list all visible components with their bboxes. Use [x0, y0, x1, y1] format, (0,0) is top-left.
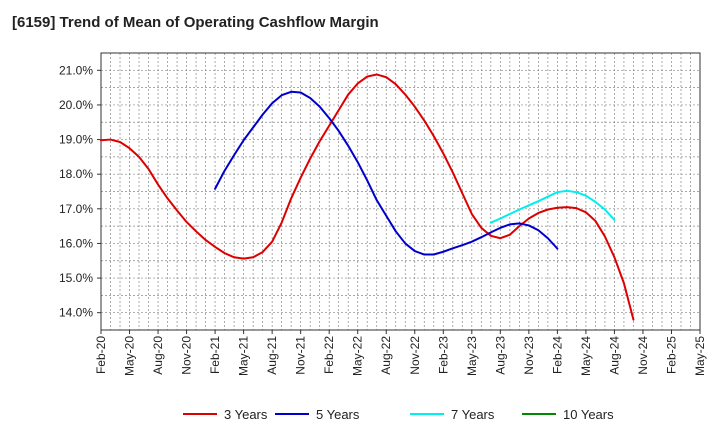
x-tick-label: May-22	[351, 336, 365, 376]
legend-label-7-years: 7 Years	[451, 407, 495, 422]
x-tick-label: Nov-22	[408, 336, 422, 375]
y-tick-label: 20.0%	[59, 98, 93, 112]
y-tick-label: 14.0%	[59, 306, 93, 320]
legend-label-10-years: 10 Years	[563, 407, 614, 422]
x-tick-label: Feb-22	[322, 336, 336, 374]
x-tick-label: May-25	[693, 336, 707, 376]
x-axis: Feb-20 May-20 Aug-20 Nov-20 Feb-21 May-21 Aug-…	[94, 330, 707, 376]
y-tick-label: 17.0%	[59, 202, 93, 216]
x-tick-label: May-20	[123, 336, 137, 376]
legend-label-5-years: 5 Years	[316, 407, 360, 422]
legend: 3 Years 5 Years 7 Years 10 Years	[183, 407, 614, 422]
x-tick-label: Feb-25	[664, 336, 678, 374]
y-tick-label: 15.0%	[59, 271, 93, 285]
x-tick-label: Aug-24	[607, 336, 621, 375]
series-line-3-years	[100, 73, 635, 321]
x-tick-label: May-21	[237, 336, 251, 376]
legend-label-3-years: 3 Years	[224, 407, 268, 422]
series-line-7-years	[489, 189, 616, 224]
grid	[100, 52, 701, 331]
y-tick-label: 21.0%	[59, 63, 93, 77]
x-tick-label: Feb-24	[550, 336, 564, 374]
x-tick-label: Nov-20	[180, 336, 194, 375]
x-tick-label: Aug-20	[151, 336, 165, 375]
x-tick-label: Nov-23	[522, 336, 536, 375]
x-tick-label: Feb-21	[208, 336, 222, 374]
x-tick-label: May-24	[579, 336, 593, 376]
series-lines	[100, 73, 635, 321]
x-tick-label: May-23	[465, 336, 479, 376]
x-tick-label: Aug-21	[265, 336, 279, 375]
x-tick-label: Aug-22	[379, 336, 393, 375]
x-tick-label: Nov-21	[294, 336, 308, 375]
y-tick-label: 16.0%	[59, 236, 93, 250]
chart-title: [6159] Trend of Mean of Operating Cashfl…	[12, 14, 379, 31]
x-tick-label: Feb-20	[94, 336, 108, 374]
x-tick-label: Aug-23	[493, 336, 507, 375]
x-tick-label: Nov-24	[636, 336, 650, 375]
x-tick-label: Feb-23	[436, 336, 450, 374]
y-tick-label: 18.0%	[59, 167, 93, 181]
series-line-5-years	[214, 90, 559, 256]
y-tick-label: 19.0%	[59, 133, 93, 147]
plot-area-frame	[100, 52, 701, 331]
y-axis: 14.0% 15.0% 16.0% 17.0% 18.0% 19.0% 20.0% 21.0%	[59, 63, 101, 320]
